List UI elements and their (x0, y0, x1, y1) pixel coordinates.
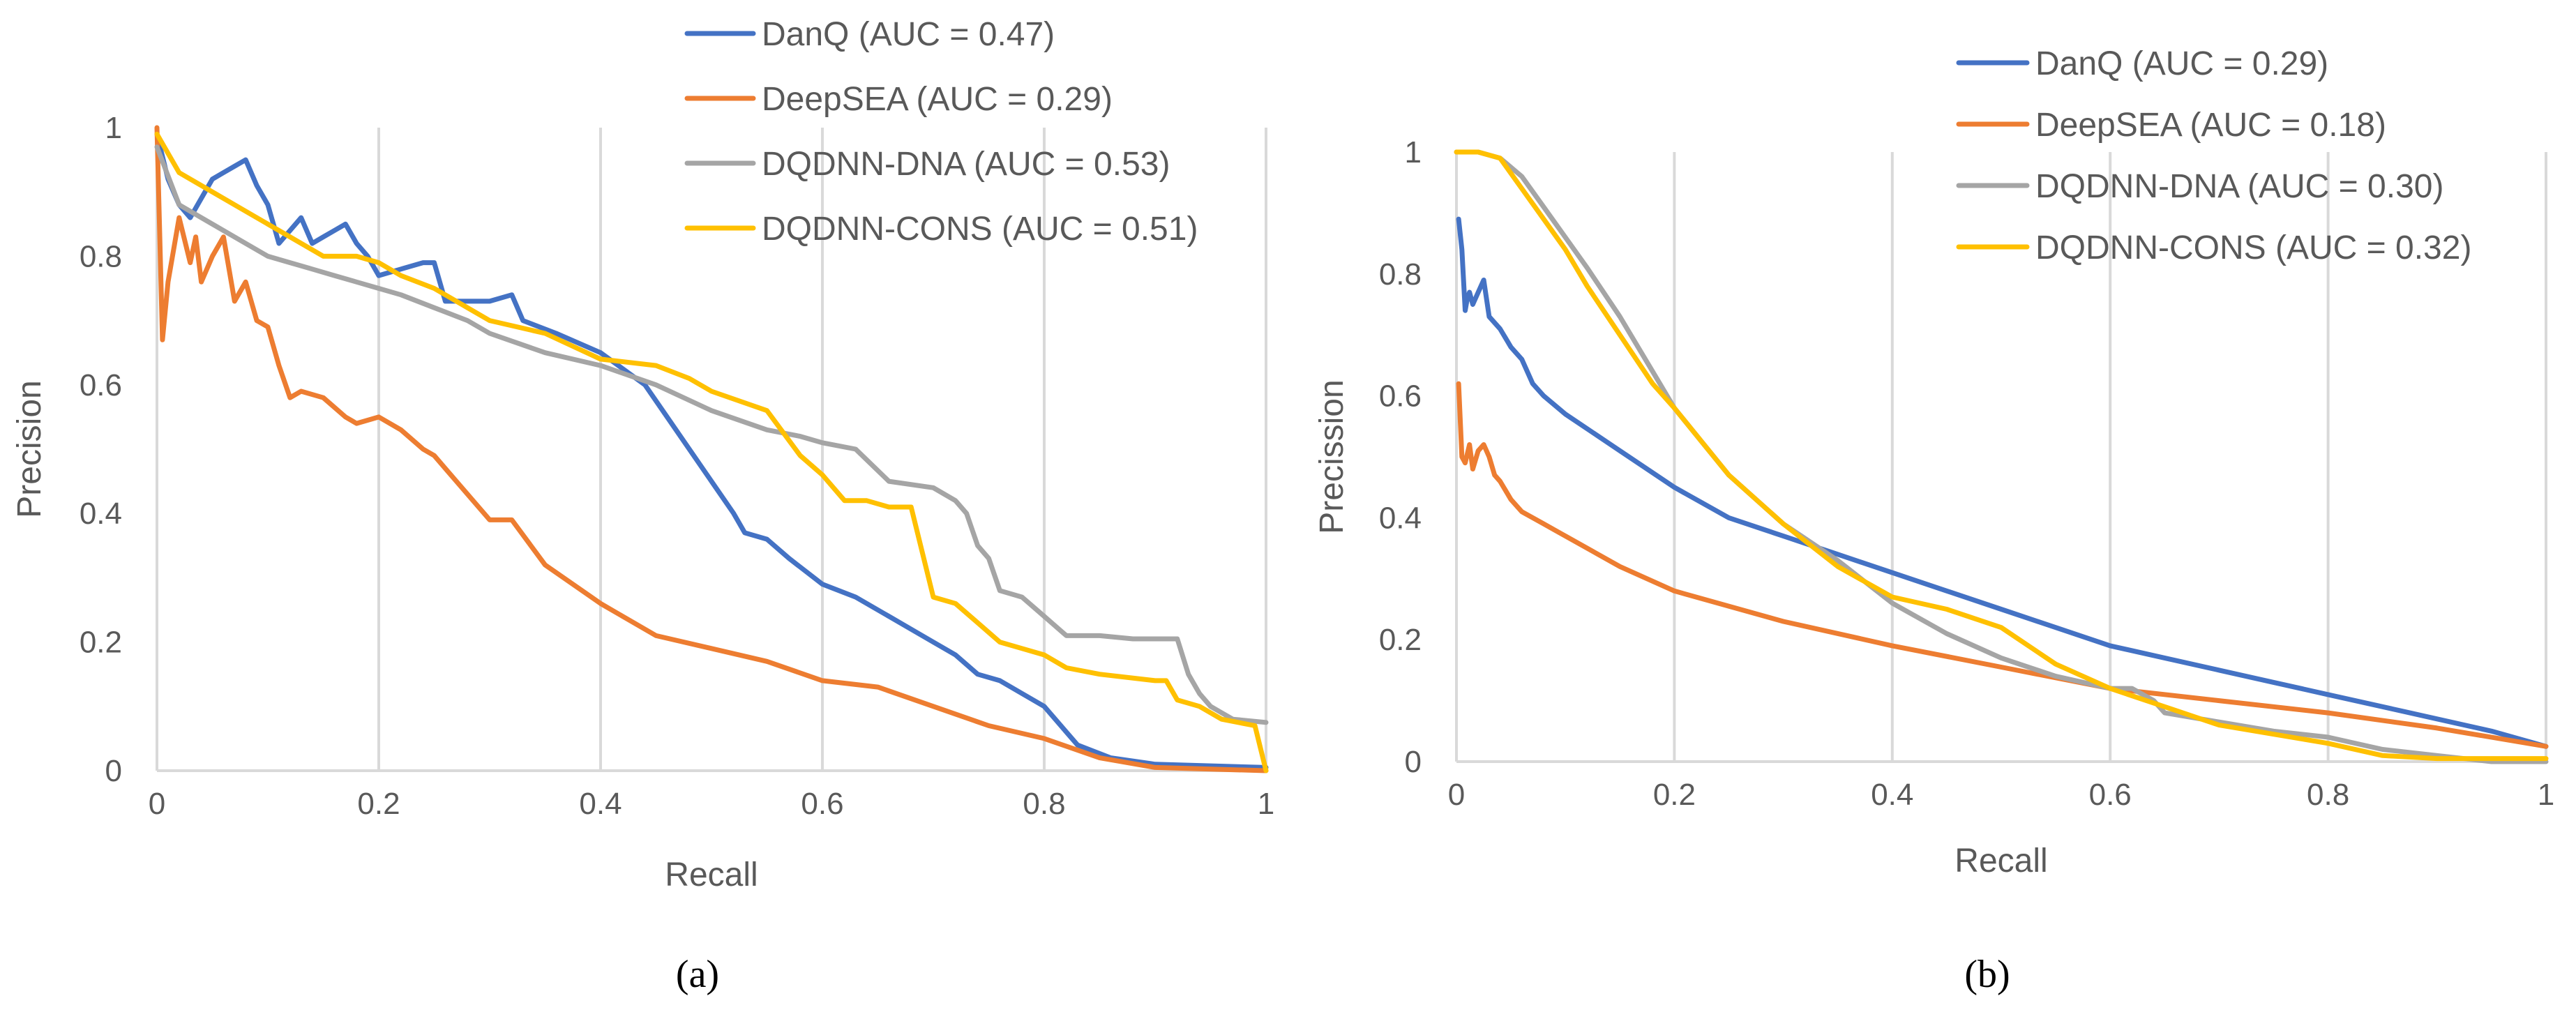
legend-label: DQDNN-DNA (AUC = 0.30) (2035, 168, 2443, 205)
y-tick-label: 0.8 (1379, 257, 1422, 292)
series-line (154, 125, 1269, 773)
x-tick-label: 0.8 (1023, 787, 1065, 821)
legend-label: DQDNN-CONS (AUC = 0.51) (762, 211, 1198, 248)
y-tick-label: 0.4 (80, 497, 122, 531)
x-tick-label: 0.8 (2307, 778, 2349, 812)
y-tick-label: 0.6 (80, 368, 122, 402)
series-line (1456, 381, 2549, 749)
legend-label: DanQ (AUC = 0.47) (762, 16, 1055, 53)
series-line (1454, 149, 2549, 762)
x-tick-label: 0 (149, 787, 165, 821)
x-tick-label: 0.4 (579, 787, 622, 821)
panel-label: (b) (1964, 953, 2010, 996)
x-tick-label: 1 (1258, 787, 1274, 821)
x-tick-label: 0.4 (1871, 778, 1913, 812)
series-line (154, 131, 1269, 770)
x-axis-title: Recall (1954, 843, 2047, 879)
legend-label: DQDNN-CONS (AUC = 0.32) (2035, 229, 2471, 266)
chart-a: 0 0.2 0.4 0.6 0.8 1 0 0.2 0.4 0.6 0.8 1 Recall Precis… (11, 16, 1274, 996)
x-tick-label: 1 (2538, 778, 2554, 812)
series-line (1456, 216, 2549, 749)
y-tick-label: 0.2 (80, 626, 122, 660)
legend-label: DeepSEA (AUC = 0.18) (2035, 107, 2386, 144)
x-tick-label: 0.6 (801, 787, 843, 821)
legend-label: DQDNN-DNA (AUC = 0.53) (762, 146, 1170, 183)
x-tick-label: 0.2 (1653, 778, 1696, 812)
y-tick-label: 1 (105, 111, 122, 145)
series-line (154, 144, 1269, 725)
panel-label: (a) (676, 953, 719, 996)
y-tick-label: 1 (1405, 135, 1422, 169)
y-tick-label: 0.4 (1379, 501, 1422, 535)
chart-b: 0 0.2 0.4 0.6 0.8 1 0 0.2 0.4 0.6 0.8 1 Recall Precis… (1313, 45, 2554, 996)
y-axis-title: Precission (1313, 379, 1350, 534)
y-tick-label: 0.2 (1379, 623, 1422, 657)
x-tick-label: 0.6 (2089, 778, 2132, 812)
legend-label: DeepSEA (AUC = 0.29) (762, 81, 1113, 118)
y-tick-label: 0.6 (1379, 379, 1422, 414)
x-tick-label: 0 (1448, 778, 1465, 812)
x-tick-label: 0.2 (357, 787, 400, 821)
y-tick-label: 0 (105, 754, 122, 788)
series-line (154, 131, 1269, 773)
y-tick-label: 0 (1405, 745, 1422, 779)
series-line (1454, 149, 2549, 764)
x-axis-title: Recall (665, 856, 758, 893)
y-axis-title: Precision (11, 380, 48, 518)
legend-label: DanQ (AUC = 0.29) (2035, 45, 2328, 82)
y-tick-label: 0.8 (80, 239, 122, 273)
